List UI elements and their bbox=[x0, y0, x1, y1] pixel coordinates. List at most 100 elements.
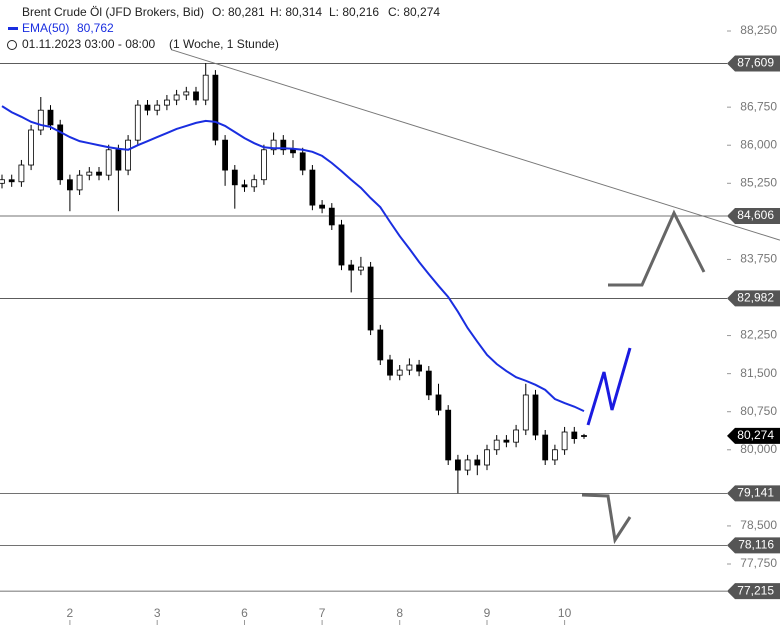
candle-body bbox=[8, 179, 15, 183]
candle-body bbox=[416, 364, 423, 372]
candle-body bbox=[76, 174, 83, 191]
y-tick-label: 86,750 bbox=[740, 99, 777, 113]
level-label: 87,609 bbox=[737, 56, 774, 70]
ema-swatch bbox=[8, 27, 18, 30]
candle-body bbox=[542, 434, 549, 461]
candle-body bbox=[581, 435, 587, 437]
symbol: Brent Crude Öl (JFD Brokers, Bid) bbox=[22, 5, 204, 19]
candle-body bbox=[251, 179, 258, 188]
y-tick-label: 88,250 bbox=[740, 23, 777, 37]
candle-body bbox=[134, 104, 141, 141]
level-label: 79,141 bbox=[737, 486, 774, 500]
candle-body bbox=[96, 171, 102, 176]
scenario-arrow bbox=[586, 347, 632, 426]
x-tick-label: 10 bbox=[558, 606, 572, 620]
level-label: 84,606 bbox=[737, 208, 774, 222]
candle-body bbox=[328, 207, 335, 226]
candle-body bbox=[377, 329, 384, 361]
y-tick-label: 86,000 bbox=[740, 137, 777, 151]
x-tick-label: 2 bbox=[67, 606, 74, 620]
candle-body bbox=[260, 149, 267, 181]
candle-body bbox=[299, 152, 306, 171]
candle-body bbox=[86, 171, 93, 176]
candle-body bbox=[231, 169, 238, 186]
y-tick-label: 82,250 bbox=[740, 328, 777, 342]
candle-body bbox=[173, 94, 180, 101]
ema-value: 80,762 bbox=[77, 21, 114, 35]
candle-body bbox=[503, 439, 510, 443]
candle-body bbox=[270, 139, 277, 151]
candle-body bbox=[67, 179, 73, 191]
plot: 88,250 86,750 86,000 85,250 83,750 82,250 81,5… bbox=[0, 23, 780, 625]
candle-body bbox=[280, 139, 287, 151]
candle-body bbox=[513, 429, 519, 443]
candle-body bbox=[464, 459, 471, 471]
candle-body bbox=[425, 370, 432, 396]
ohlc-low: L: 80,216 bbox=[329, 5, 379, 19]
candle-body bbox=[406, 364, 413, 371]
candle-body bbox=[387, 359, 393, 376]
candle-body bbox=[241, 184, 248, 188]
candle-body bbox=[474, 459, 481, 466]
header: Brent Crude Öl (JFD Brokers, Bid) O: 80,… bbox=[7, 5, 440, 51]
level-tag bbox=[727, 55, 780, 72]
y-tick-label: 85,250 bbox=[740, 175, 777, 189]
y-tick-label: 77,750 bbox=[740, 556, 777, 570]
candle-body bbox=[212, 74, 219, 141]
ohlc-high: H: 80,314 bbox=[270, 5, 322, 19]
candle-body bbox=[484, 449, 490, 466]
level-tag bbox=[727, 537, 780, 554]
x-tick-label: 3 bbox=[154, 606, 161, 620]
clock-icon bbox=[7, 40, 17, 50]
candle-body bbox=[193, 91, 199, 101]
level-label: 78,116 bbox=[738, 538, 774, 552]
candle-body bbox=[144, 104, 151, 111]
level-tag bbox=[727, 290, 780, 307]
candle-body bbox=[532, 394, 539, 436]
candle-body bbox=[163, 99, 170, 106]
candle-body bbox=[105, 149, 112, 176]
level-label: 82,982 bbox=[737, 291, 774, 305]
y-tick-label: 83,750 bbox=[740, 252, 777, 266]
period: (1 Woche, 1 Stunde) bbox=[169, 37, 279, 51]
level-tag bbox=[727, 485, 780, 502]
candle-body bbox=[222, 139, 229, 171]
ema-line bbox=[1, 105, 585, 413]
x-tick-label: 8 bbox=[396, 606, 403, 620]
y-tick-label: 78,500 bbox=[740, 518, 777, 532]
candle-body bbox=[28, 129, 35, 166]
candle-body bbox=[202, 74, 209, 101]
level-tag bbox=[727, 207, 780, 224]
ema-name: EMA(50) bbox=[22, 21, 69, 35]
candle-body bbox=[183, 91, 190, 96]
candle-body bbox=[445, 409, 452, 461]
candle-body bbox=[18, 164, 25, 183]
candle-body bbox=[338, 224, 345, 266]
candle-body bbox=[309, 169, 316, 206]
candle-body bbox=[348, 264, 355, 271]
candle-body bbox=[435, 394, 442, 411]
level-label: 77,215 bbox=[737, 583, 774, 597]
candle-body bbox=[357, 266, 364, 271]
candle-body bbox=[47, 109, 54, 126]
candle-body bbox=[561, 431, 568, 451]
level-tag bbox=[727, 583, 780, 600]
candle-body bbox=[367, 266, 374, 331]
candle-body bbox=[290, 149, 296, 154]
candle-body bbox=[493, 439, 500, 451]
candle-body bbox=[454, 459, 461, 471]
ohlc-open: O: 80,281 bbox=[212, 5, 265, 19]
candle-body bbox=[115, 149, 122, 171]
y-tick-label: 80,750 bbox=[740, 404, 777, 418]
scenario-arrow bbox=[608, 209, 706, 287]
date: 01.11.2023 03:00 - 08:00 bbox=[22, 37, 156, 51]
candle-body bbox=[57, 124, 64, 181]
candle-body bbox=[0, 179, 5, 184]
candle-body bbox=[37, 109, 44, 131]
ohlc-close: C: 80,274 bbox=[388, 5, 440, 19]
x-tick-label: 6 bbox=[241, 606, 248, 620]
candle-body bbox=[154, 104, 161, 111]
candle-body bbox=[571, 431, 578, 440]
candle-body bbox=[552, 449, 558, 461]
